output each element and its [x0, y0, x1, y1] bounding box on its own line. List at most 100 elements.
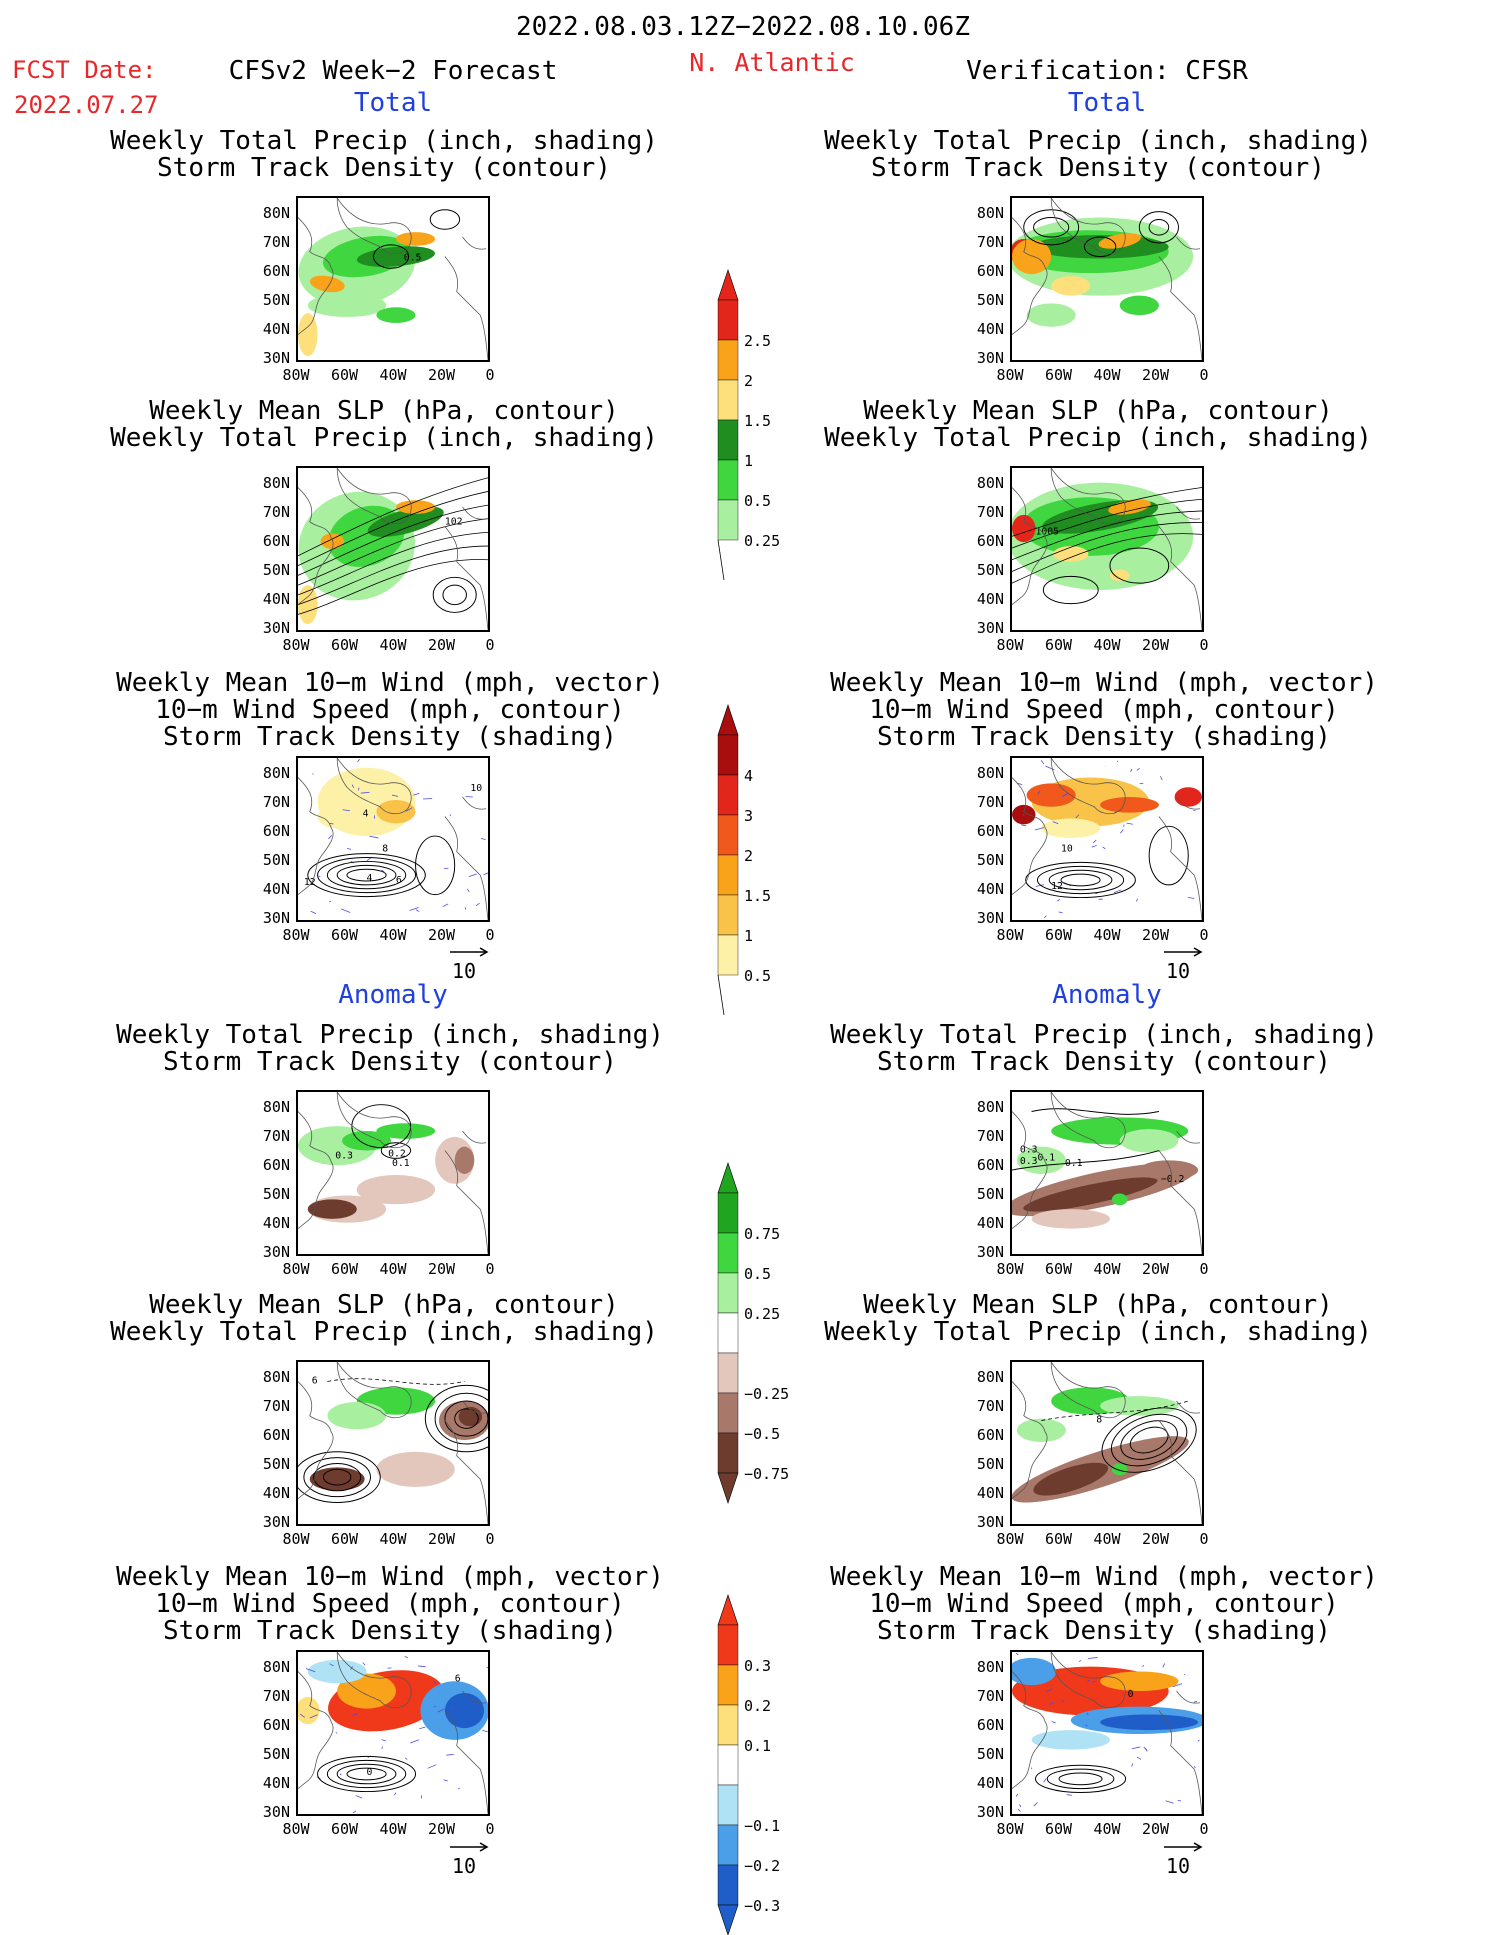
- lon-tick-label: 60W: [1045, 1260, 1072, 1278]
- wind-vector: [340, 1774, 341, 1775]
- forecast-anom-wind-storm-title: Weekly Mean 10−m Wind (mph, vector)10−m …: [116, 1564, 664, 1645]
- lat-tick-label: 60N: [254, 1156, 290, 1174]
- colorbar-swatch: [718, 935, 738, 975]
- wind-vector: [444, 1780, 448, 1781]
- wind-vector: [1045, 766, 1054, 770]
- model-title: CFSv2 Week−2 Forecast: [229, 58, 558, 84]
- lat-tick-label: 40N: [968, 1214, 1004, 1232]
- lat-tick-label: 70N: [254, 503, 290, 521]
- colorbar-label: 0.5: [744, 967, 771, 985]
- colorbar-arrow-top: [718, 270, 738, 300]
- wind-vector: [1016, 1794, 1018, 1797]
- lon-tick-label: 80W: [996, 366, 1023, 384]
- lon-tick-label: 80W: [282, 926, 309, 944]
- lon-tick-label: 60W: [331, 636, 358, 654]
- forecast-precip-storm-title: Weekly Total Precip (inch, shading)Storm…: [110, 128, 658, 182]
- contour-line: [463, 507, 487, 519]
- lat-tick-label: 60N: [254, 532, 290, 550]
- lon-tick-label: 0: [485, 926, 494, 944]
- lat-tick-label: 60N: [968, 1426, 1004, 1444]
- lon-tick-label: 20W: [1142, 1820, 1169, 1838]
- shading-blob: [327, 1402, 386, 1429]
- colorbar-arrow-bottom: [718, 1905, 738, 1935]
- colorbar-label: 4: [744, 767, 753, 785]
- lon-tick-label: 80W: [996, 636, 1023, 654]
- lat-tick-label: 60N: [968, 532, 1004, 550]
- colorbar-swatch: [718, 775, 738, 815]
- verification-total-precip-storm-map: [1010, 196, 1204, 362]
- wind-vector: [416, 910, 419, 912]
- contour-line: [443, 585, 467, 605]
- wind-vector: [1019, 1804, 1020, 1807]
- colorbar-swatch: [718, 1273, 738, 1313]
- shading-blob: [357, 1175, 435, 1204]
- contour-line: [433, 577, 476, 612]
- fcst-date-value: 2022.07.27: [14, 93, 159, 117]
- contour-line: [1026, 862, 1136, 897]
- contour-label: 0.3: [1020, 1145, 1038, 1156]
- verification-anom-wind-storm-title: Weekly Mean 10−m Wind (mph, vector)10−m …: [830, 1564, 1378, 1645]
- colorbar-label: 0.1: [744, 1737, 771, 1755]
- colorbar-arrow-bottom: [718, 1473, 738, 1503]
- wind-vector: [1127, 823, 1133, 824]
- colorbar-label: 1.5: [744, 887, 771, 905]
- contour-line: [430, 210, 459, 230]
- lat-tick-label: 80N: [254, 204, 290, 222]
- arrow-right-icon: [1164, 947, 1204, 957]
- lon-tick-label: 20W: [1142, 926, 1169, 944]
- wind-vector: [419, 1727, 425, 1729]
- lon-tick-label: 40W: [1093, 366, 1120, 384]
- colorbar-swatch: [718, 815, 738, 855]
- lat-tick-label: 30N: [254, 1513, 290, 1531]
- colorbar-swatch: [718, 420, 738, 460]
- contour-line: [1149, 826, 1188, 885]
- wind-vector: [428, 1765, 437, 1769]
- wind-vector: [394, 1793, 396, 1796]
- lon-tick-label: 20W: [428, 366, 455, 384]
- wind-vector: [353, 1811, 356, 1813]
- lon-tick-label: 80W: [282, 366, 309, 384]
- colorbar-swatch: [718, 1865, 738, 1905]
- lat-tick-label: 60N: [254, 1426, 290, 1444]
- lon-tick-label: 80W: [282, 1820, 309, 1838]
- colorbar-swatch: [718, 735, 738, 775]
- verification-slp-precip-title: Weekly Mean SLP (hPa, contour)Weekly Tot…: [824, 398, 1372, 452]
- wind-vector: [1092, 845, 1097, 847]
- colorbar-label: 0.5: [744, 492, 771, 510]
- wind-vector: [1120, 829, 1123, 833]
- colorbar-swatch: [718, 1193, 738, 1233]
- wind-vector: [312, 774, 313, 775]
- shading-blob: [1100, 797, 1159, 813]
- wind-vector: [1178, 1800, 1181, 1801]
- wind-vector: [405, 1758, 407, 1760]
- lat-tick-label: 80N: [254, 1368, 290, 1386]
- contour-line: [463, 237, 487, 249]
- lat-tick-label: 30N: [968, 349, 1004, 367]
- contour-label: 0.3: [1020, 1156, 1038, 1167]
- contour-label: 0.5: [404, 252, 422, 263]
- lon-tick-label: 80W: [996, 926, 1023, 944]
- colorbar-arrow-bottom: [718, 540, 724, 580]
- lon-tick-label: 60W: [1045, 366, 1072, 384]
- lat-tick-label: 60N: [254, 1716, 290, 1734]
- colorbar-swatch: [718, 1313, 738, 1353]
- colorbar-swatch: [718, 300, 738, 340]
- shading-blob: [455, 1147, 475, 1174]
- colorbar-label: −0.3: [744, 1897, 780, 1915]
- lat-tick-label: 40N: [254, 880, 290, 898]
- colorbar-label: 2: [744, 372, 753, 390]
- lon-tick-label: 40W: [1093, 926, 1120, 944]
- shading-blob: [308, 1660, 367, 1683]
- colorbar-label: −0.75: [744, 1465, 789, 1483]
- contour-label: −0.2: [1161, 1174, 1185, 1185]
- colorbar-swatch: [718, 1233, 738, 1273]
- lon-tick-label: 40W: [379, 366, 406, 384]
- lon-tick-label: 40W: [379, 1260, 406, 1278]
- map-canvas: 8: [1012, 1362, 1202, 1524]
- wind-vector: [418, 1666, 426, 1667]
- contour-line: [445, 527, 488, 630]
